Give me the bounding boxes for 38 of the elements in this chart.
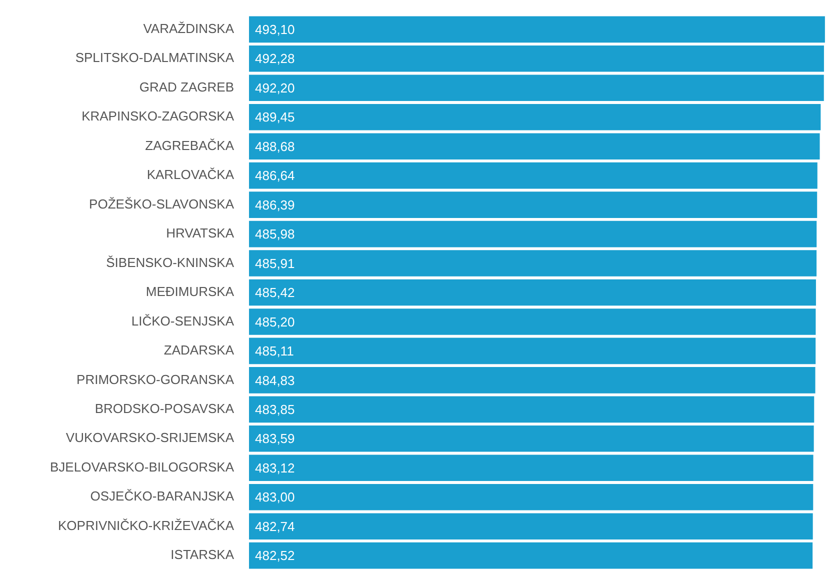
data-label: 483,85 (255, 402, 295, 418)
data-label: 483,59 (255, 431, 295, 446)
data-label: 482,52 (255, 548, 295, 564)
y-tick-label: VUKOVARSKO-SRIJEMSKA (66, 430, 234, 446)
data-label: 492,20 (255, 80, 295, 96)
y-tick-label: BJELOVARSKO-BILOGORSKA (50, 459, 234, 474)
data-label: 485,11 (255, 344, 294, 359)
y-tick-label: BRODSKO-POSAVSKA (94, 401, 234, 416)
y-tick-label: VARAŽDINSKA (143, 20, 234, 36)
y-tick-label: ŠIBENSKO-KNINSKA (106, 254, 234, 270)
data-label: 482,74 (255, 518, 295, 534)
y-tick-label: ISTARSKA (170, 547, 234, 562)
data-label: 483,12 (255, 460, 295, 476)
data-label: 485,42 (255, 285, 295, 300)
y-tick-label: KRAPINSKO-ZAGORSKA (82, 108, 234, 124)
data-label: 489,45 (255, 110, 295, 125)
data-label: 485,91 (255, 256, 295, 271)
y-tick-label: LIČKO-SENJSKA (131, 313, 234, 328)
data-label: 484,83 (255, 372, 295, 388)
data-label: 485,98 (255, 226, 295, 242)
y-tick-label: OSJEČKO-BARANJSKA (90, 488, 234, 504)
data-label: 483,00 (255, 490, 295, 505)
y-tick-label: PRIMORSKO-GORANSKA (76, 372, 234, 387)
data-label: 493,10 (255, 22, 295, 37)
y-tick-label: POŽEŠKO-SLAVONSKA (89, 196, 234, 212)
y-tick-label: KARLOVAČKA (146, 167, 234, 182)
y-tick-label: ZAGREBAČKA (145, 138, 234, 153)
data-label: 492,28 (255, 51, 295, 66)
data-label: 486,64 (255, 168, 295, 184)
data-label: 486,39 (255, 197, 295, 212)
y-tick-label: KOPRIVNIČKO-KRIŽEVAČKA (58, 518, 234, 533)
data-label: 488,68 (255, 138, 295, 154)
y-tick-label: SPLITSKO-DALMATINSKA (75, 50, 234, 66)
y-tick-label: GRAD ZAGREB (139, 79, 234, 94)
y-tick-label: MEĐIMURSKA (146, 284, 234, 300)
data-label: 485,20 (255, 314, 295, 330)
y-tick-label: ZADARSKA (164, 342, 234, 358)
y-tick-label: HRVATSKA (166, 226, 234, 241)
